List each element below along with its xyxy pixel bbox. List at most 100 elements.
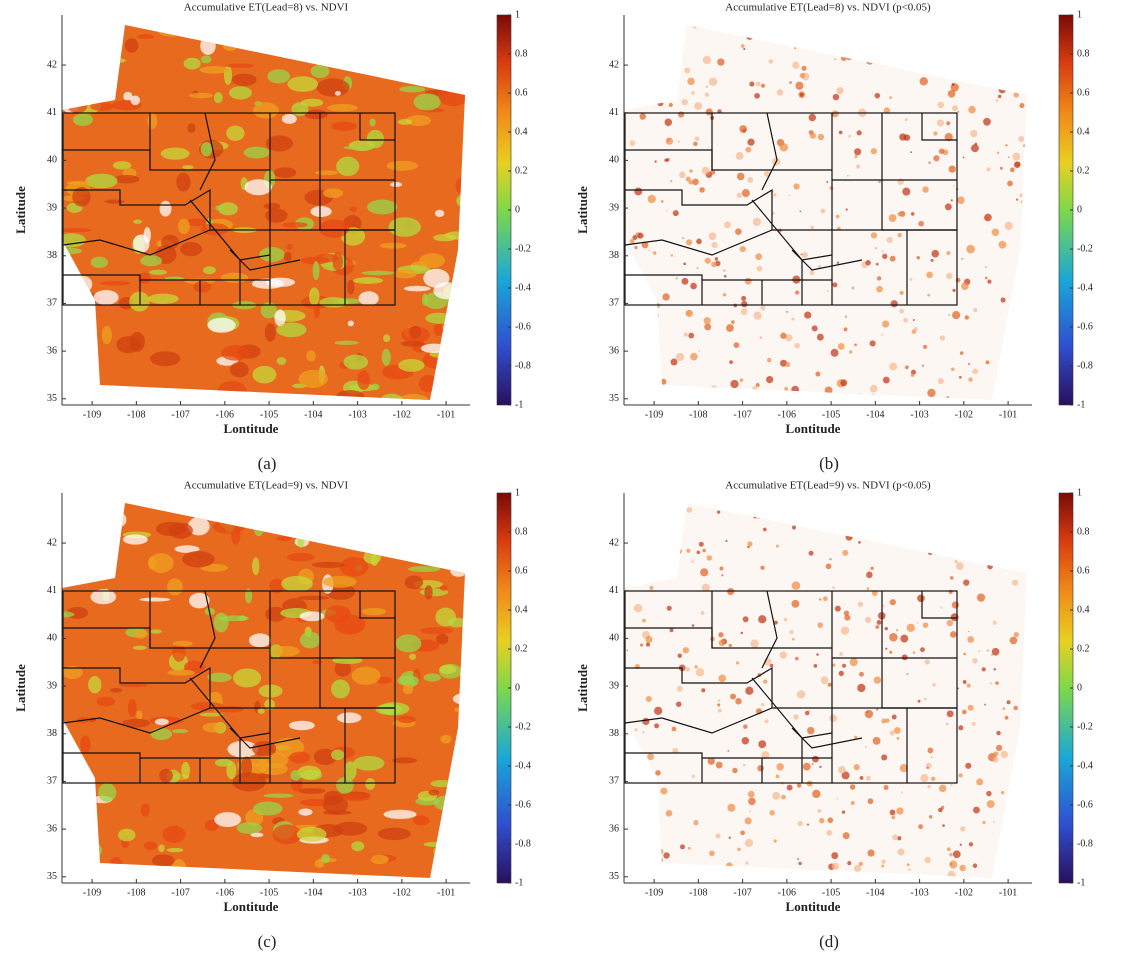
- panel-title: Accumulative ET(Lead=9) vs. NDVI: [184, 480, 349, 492]
- map-patch: [151, 854, 175, 867]
- map-patch: [657, 848, 664, 855]
- map-patch: [222, 41, 238, 51]
- map-patch: [961, 257, 964, 260]
- map-patch: [826, 180, 829, 183]
- map-patch: [351, 666, 381, 685]
- map-patch: [964, 315, 970, 320]
- map-patch: [998, 240, 1007, 249]
- map-patch: [1024, 793, 1027, 800]
- map-patch: [642, 717, 650, 726]
- map-patch: [757, 764, 764, 772]
- map-patch: [786, 514, 793, 520]
- map-patch: [959, 376, 962, 379]
- map-patch: [826, 829, 833, 836]
- map-patch: [1011, 521, 1019, 529]
- y-tick-label: 38: [609, 250, 619, 261]
- map-patch: [869, 340, 876, 347]
- map-patch: [966, 70, 976, 79]
- map-patch: [769, 810, 775, 816]
- map-patch: [952, 184, 955, 187]
- x-tick-label: -109: [83, 887, 101, 898]
- map-patch: [1004, 715, 1009, 720]
- map-patch: [1023, 144, 1026, 148]
- map-patch: [747, 138, 755, 146]
- map-patch: [629, 140, 636, 146]
- map-patch: [112, 161, 132, 170]
- map-patch: [998, 85, 1006, 94]
- map-patch: [183, 57, 201, 70]
- map-patch: [640, 322, 647, 328]
- map-patch: [310, 25, 328, 33]
- map-patch: [124, 38, 139, 53]
- map-patch: [351, 841, 365, 852]
- map-patch: [228, 86, 252, 100]
- map-patch: [172, 640, 193, 647]
- x-tick-label: -105: [260, 887, 278, 898]
- map-patch: [853, 764, 860, 771]
- map-patch: [1016, 198, 1019, 201]
- map-patch: [885, 718, 890, 723]
- map-patch: [881, 250, 884, 253]
- map-patch: [857, 393, 863, 399]
- map-patch: [62, 304, 84, 320]
- map-patch: [811, 763, 814, 765]
- map-patch: [276, 357, 287, 365]
- map-patch: [885, 647, 888, 650]
- y-tick-label: 35: [609, 871, 619, 882]
- map-patch: [442, 320, 465, 334]
- map-patch: [958, 78, 962, 81]
- map-patch: [923, 344, 928, 349]
- colorbar-tick-label: 0.6: [1077, 565, 1090, 576]
- map-patch: [991, 647, 1000, 656]
- map-patch: [726, 862, 733, 870]
- map-patch: [648, 540, 657, 549]
- map-patch: [353, 277, 384, 284]
- map-patch: [212, 519, 246, 534]
- map-patch: [69, 44, 79, 50]
- y-tick-label: 42: [47, 537, 57, 548]
- map-patch: [361, 270, 395, 276]
- map-patch: [401, 340, 425, 347]
- map-patch: [390, 181, 403, 188]
- map-patch: [215, 205, 225, 211]
- map-patch: [678, 171, 686, 179]
- map-patch: [955, 562, 964, 570]
- map-patch: [889, 632, 898, 642]
- colorbar-tick-label: -1: [1077, 399, 1085, 410]
- map-patch: [628, 294, 638, 304]
- map-patch: [127, 698, 137, 717]
- map-patch: [924, 659, 930, 665]
- y-tick-label: 41: [47, 107, 57, 118]
- map-patch: [291, 102, 309, 117]
- map-patch: [745, 686, 754, 695]
- map-patch: [147, 293, 179, 304]
- map-patch: [650, 526, 658, 534]
- map-patch: [865, 775, 871, 781]
- map-patch: [984, 276, 988, 280]
- map-patch: [716, 510, 721, 514]
- map-patch: [684, 67, 691, 74]
- x-tick-label: -108: [689, 887, 707, 898]
- colorbar-tick-label: -0.6: [515, 799, 531, 810]
- map-patch: [942, 503, 947, 504]
- map-patch: [795, 656, 799, 661]
- map-patch: [375, 703, 402, 715]
- map-patch: [747, 790, 755, 798]
- map-patch: [735, 228, 742, 235]
- map-patch: [334, 660, 352, 677]
- map-patch: [654, 706, 663, 715]
- map-patch: [999, 166, 1003, 170]
- map-patch: [1003, 16, 1005, 18]
- map-patch: [748, 797, 756, 806]
- map-patch: [168, 522, 193, 539]
- map-patch: [909, 278, 913, 281]
- map-patch: [418, 374, 438, 393]
- map-patch: [272, 824, 302, 845]
- map-patch: [881, 859, 886, 864]
- map-patch: [636, 564, 641, 569]
- map-patch: [879, 519, 885, 526]
- map-patch: [960, 826, 966, 832]
- colorbar-tick-label: -1: [1077, 877, 1085, 888]
- map-patch: [711, 261, 717, 268]
- y-tick-label: 41: [47, 585, 57, 596]
